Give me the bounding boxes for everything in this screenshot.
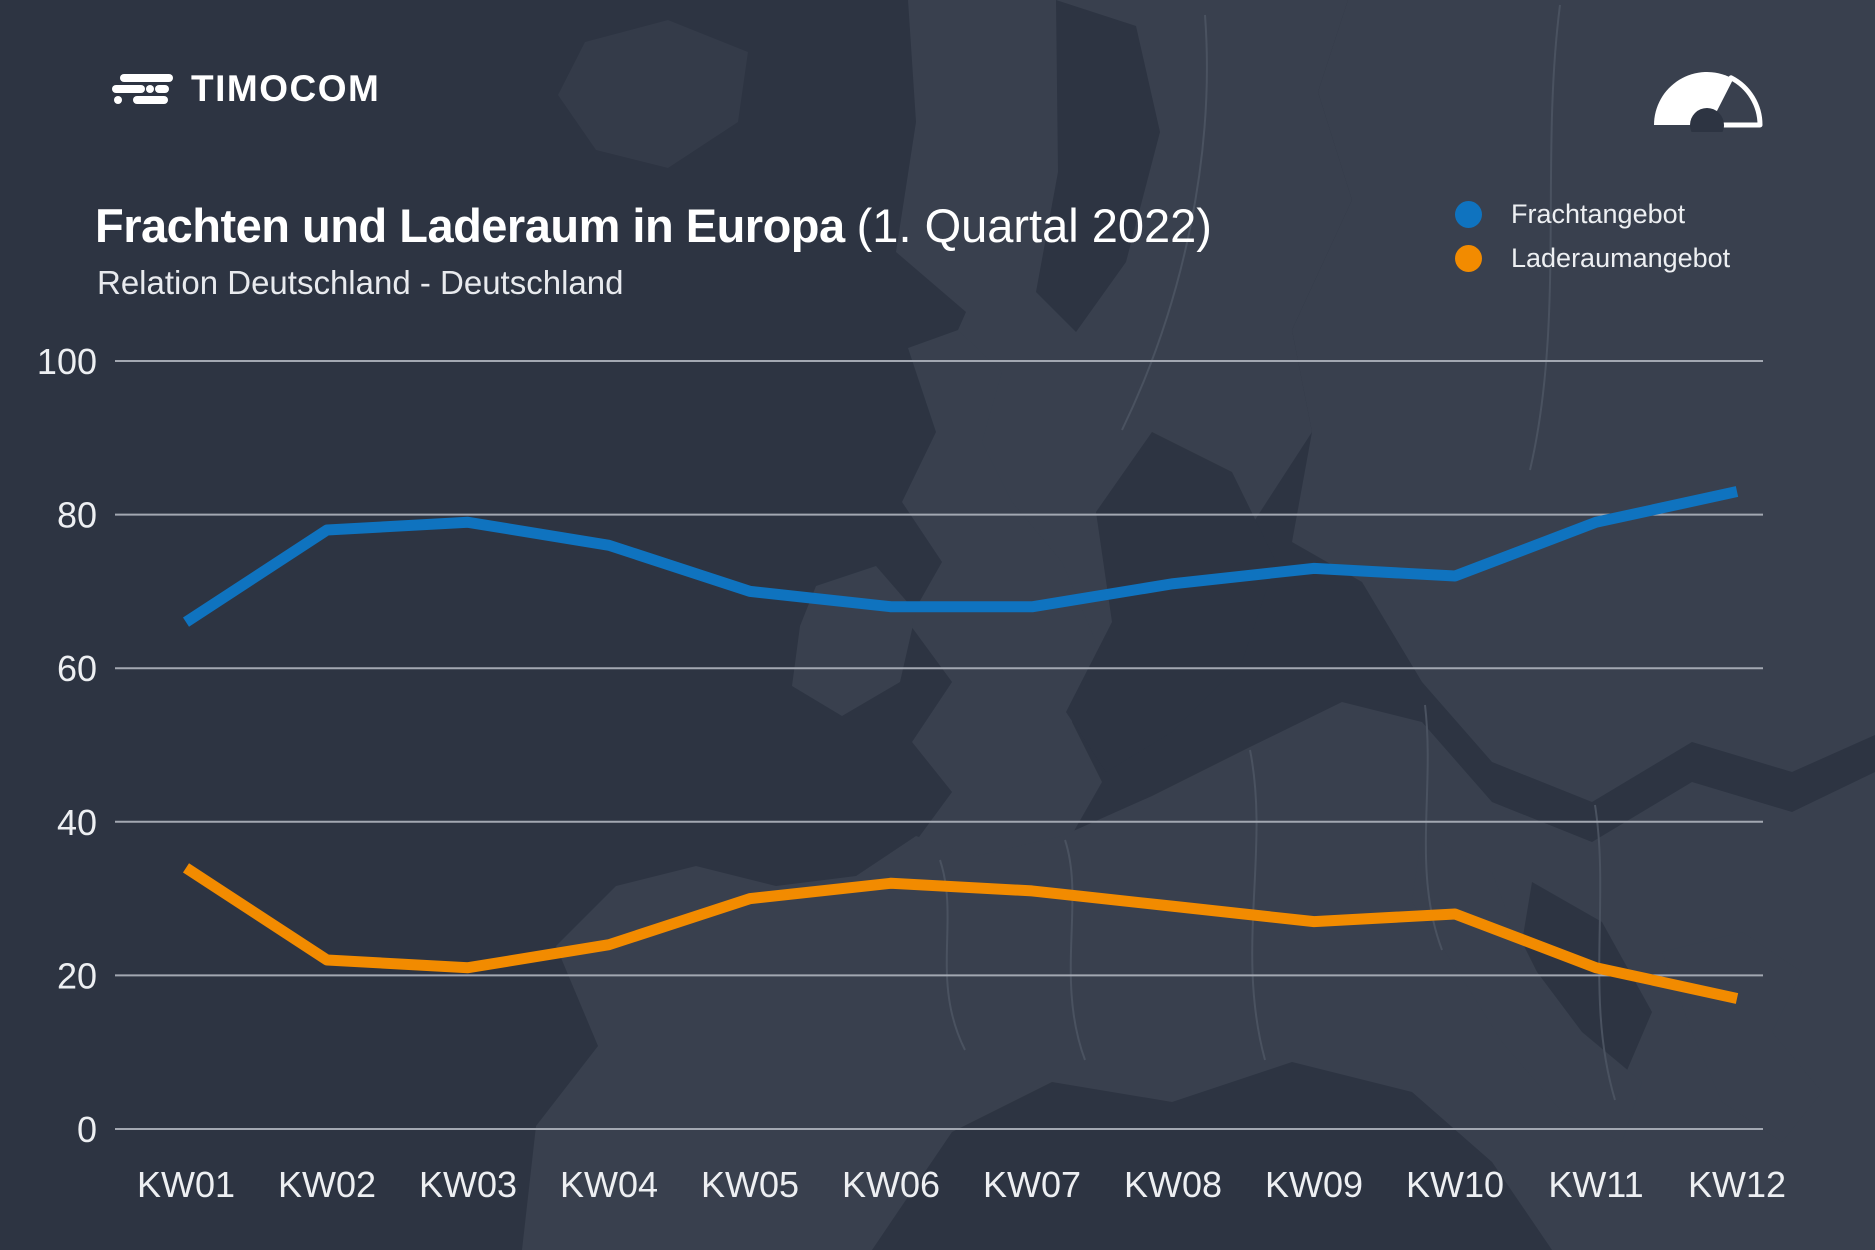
title-main: Frachten und Laderaum in Europa: [95, 199, 845, 252]
y-tick-label-80: 80: [57, 495, 97, 536]
legend-item-frachtangebot: Frachtangebot: [1455, 201, 1730, 228]
x-tick-label-KW05: KW05: [701, 1164, 799, 1205]
gridlines: [115, 360, 1763, 1130]
title-suffix: (1. Quartal 2022): [856, 199, 1212, 252]
page-subtitle: Relation Deutschland - Deutschland: [97, 264, 624, 301]
y-tick-label-0: 0: [77, 1109, 97, 1150]
x-tick-label-KW07: KW07: [983, 1164, 1081, 1205]
legend-label: Laderaumangebot: [1511, 243, 1731, 273]
legend-item-laderaumangebot: Laderaumangebot: [1455, 245, 1730, 272]
y-axis-labels: 0 20 40 60 80 100: [37, 341, 97, 1150]
x-tick-label-KW09: KW09: [1265, 1164, 1363, 1205]
series-line-frachtangebot: [182, 486, 1739, 627]
legend-swatch-laderaumangebot: [1455, 245, 1482, 272]
y-tick-label-40: 40: [57, 802, 97, 843]
x-tick-label-KW08: KW08: [1124, 1164, 1222, 1205]
x-tick-label-KW02: KW02: [278, 1164, 376, 1205]
brand-wordmark: TIMOCOM: [191, 68, 381, 109]
timocom-logo: TIMOCOM: [112, 70, 380, 107]
x-tick-label-KW04: KW04: [560, 1164, 658, 1205]
x-axis-labels: KW01 KW02 KW03 KW04 KW05 KW06 KW07 KW08 KW09 KW10…: [137, 1164, 1786, 1205]
chart-legend: Frachtangebot Laderaumangebot: [1455, 201, 1730, 272]
page-title: Frachten und Laderaum in Europa (1. Quart…: [95, 198, 1212, 253]
series-line-laderaumangebot: [182, 863, 1739, 1004]
x-tick-label-KW06: KW06: [842, 1164, 940, 1205]
gauge-icon: [1654, 72, 1763, 132]
x-tick-label-KW11: KW11: [1548, 1164, 1643, 1205]
x-tick-label-KW10: KW10: [1406, 1164, 1504, 1205]
x-tick-label-KW03: KW03: [419, 1164, 517, 1205]
y-tick-label-20: 20: [57, 955, 97, 996]
legend-swatch-frachtangebot: [1455, 201, 1482, 228]
legend-label: Frachtangebot: [1511, 199, 1686, 229]
y-tick-label-100: 100: [37, 341, 97, 382]
x-tick-label-KW01: KW01: [137, 1164, 235, 1205]
timocom-logo-icon: [112, 73, 173, 104]
y-tick-label-60: 60: [57, 648, 97, 689]
x-tick-label-KW12: KW12: [1688, 1164, 1786, 1205]
